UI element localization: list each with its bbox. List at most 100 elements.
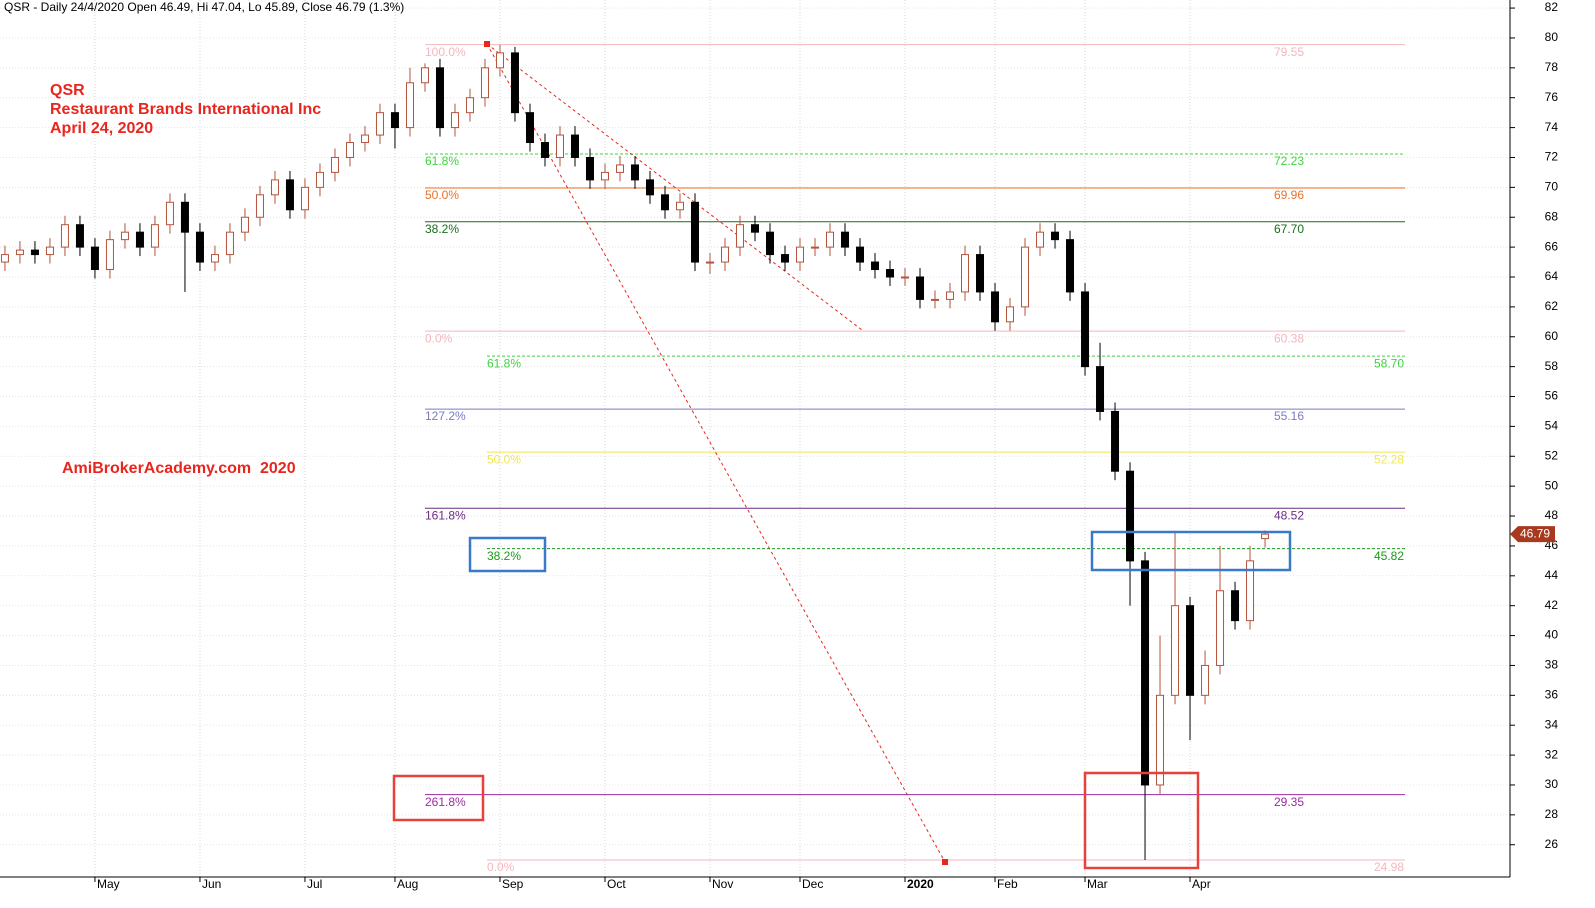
fib-label: 100.0% bbox=[425, 45, 466, 59]
fib-value: 72.23 bbox=[1274, 154, 1304, 168]
fib-label: 38.2% bbox=[425, 222, 459, 236]
fib-value: 67.70 bbox=[1274, 222, 1304, 236]
fib-value: 45.82 bbox=[1374, 549, 1404, 563]
y-tick-label: 56 bbox=[1545, 389, 1559, 403]
candle-body bbox=[991, 291, 1000, 323]
y-tick-label: 70 bbox=[1545, 180, 1559, 194]
candle-body bbox=[735, 224, 744, 248]
y-tick-label: 62 bbox=[1545, 299, 1559, 313]
y-tick-label: 64 bbox=[1545, 269, 1559, 283]
candle-body bbox=[570, 134, 579, 158]
candle-body bbox=[1096, 366, 1105, 412]
highlight-box bbox=[1083, 771, 1200, 870]
fib-value: 55.16 bbox=[1274, 409, 1304, 423]
fib-label: 127.2% bbox=[425, 409, 466, 423]
fib-value: 48.52 bbox=[1274, 508, 1304, 522]
y-tick-label: 52 bbox=[1545, 448, 1559, 462]
y-tick-label: 54 bbox=[1545, 419, 1559, 433]
y-tick-label: 44 bbox=[1545, 568, 1559, 582]
candle-body bbox=[675, 201, 684, 211]
highlight-box bbox=[468, 536, 547, 573]
y-tick-label: 78 bbox=[1545, 60, 1559, 74]
candle-body bbox=[781, 254, 790, 263]
annotation: Restaurant Brands International Inc bbox=[50, 101, 321, 118]
candle-body bbox=[150, 224, 159, 248]
annotation: April 24, 2020 bbox=[50, 120, 153, 137]
candle-body bbox=[1006, 306, 1015, 323]
candle-body bbox=[330, 156, 339, 173]
candle-body bbox=[886, 269, 895, 278]
fib-value: 79.55 bbox=[1274, 45, 1304, 59]
candle-body bbox=[705, 261, 714, 264]
candle-body bbox=[931, 298, 940, 301]
fib-value: 60.38 bbox=[1274, 331, 1304, 345]
x-tick-label: Sep bbox=[502, 877, 524, 891]
candle-body bbox=[135, 231, 144, 248]
x-tick-label: May bbox=[97, 877, 120, 891]
candle-body bbox=[1081, 291, 1090, 368]
fib-value: 69.96 bbox=[1274, 188, 1304, 202]
chart-title: QSR - Daily 24/4/2020 Open 46.49, Hi 47.… bbox=[4, 0, 404, 14]
candle-body bbox=[1021, 246, 1030, 308]
candle-body bbox=[480, 67, 489, 99]
candle-body bbox=[195, 231, 204, 263]
candle-body bbox=[1186, 605, 1195, 696]
candle-body bbox=[240, 216, 249, 233]
candle-body bbox=[105, 239, 114, 271]
y-tick-label: 60 bbox=[1545, 329, 1559, 343]
candle-body bbox=[450, 112, 459, 129]
candle-body bbox=[856, 246, 865, 263]
x-tick-label: Apr bbox=[1192, 877, 1211, 891]
x-tick-label: Jul bbox=[307, 877, 322, 891]
candle-body bbox=[901, 276, 910, 279]
fib-label: 61.8% bbox=[425, 154, 459, 168]
candle-body bbox=[645, 179, 654, 196]
y-tick-label: 26 bbox=[1545, 837, 1559, 851]
candle-body bbox=[751, 224, 759, 233]
annotation: AmiBrokerAcademy.com 2020 bbox=[62, 460, 296, 477]
y-tick-label: 32 bbox=[1545, 747, 1559, 761]
candle-body bbox=[826, 231, 835, 248]
fib-label: 161.8% bbox=[425, 508, 466, 522]
candle-body bbox=[1156, 694, 1165, 786]
y-tick-label: 28 bbox=[1545, 807, 1559, 821]
candle-body bbox=[720, 246, 729, 263]
y-tick-label: 76 bbox=[1545, 90, 1559, 104]
candle-body bbox=[285, 179, 294, 211]
fib-value: 29.35 bbox=[1274, 795, 1304, 809]
candle-body bbox=[390, 112, 399, 129]
y-tick-label: 48 bbox=[1545, 508, 1559, 522]
candle-body bbox=[360, 134, 369, 144]
x-tick-label: Oct bbox=[607, 877, 626, 891]
candle-body bbox=[270, 179, 279, 196]
y-tick-label: 30 bbox=[1545, 777, 1559, 791]
candle-body bbox=[300, 186, 309, 211]
candle-body bbox=[766, 231, 775, 256]
fib-label: 0.0% bbox=[425, 331, 453, 345]
y-tick-label: 82 bbox=[1545, 0, 1559, 14]
fib-label: 61.8% bbox=[487, 356, 521, 370]
fib-label: 50.0% bbox=[487, 452, 521, 466]
candle-body bbox=[1036, 231, 1045, 248]
trend-line bbox=[486, 43, 946, 863]
candle-body bbox=[1066, 239, 1075, 293]
candle-body bbox=[1261, 533, 1270, 540]
highlight-box bbox=[392, 774, 485, 822]
candle-body bbox=[495, 52, 504, 69]
candle-body bbox=[585, 156, 594, 181]
fib-label: 50.0% bbox=[425, 188, 459, 202]
candle-body bbox=[630, 164, 639, 181]
y-tick-label: 38 bbox=[1545, 658, 1559, 672]
candle-body bbox=[540, 142, 549, 158]
annotation: QSR bbox=[50, 82, 85, 99]
grid bbox=[0, 0, 1510, 877]
candle-body bbox=[375, 112, 384, 136]
x-tick-label: Aug bbox=[397, 877, 418, 891]
y-tick-label: 58 bbox=[1545, 359, 1559, 373]
price-tag bbox=[1510, 526, 1555, 543]
fib-label: 0.0% bbox=[487, 860, 515, 874]
candle-body bbox=[60, 224, 69, 248]
candle-body bbox=[615, 164, 624, 173]
anchor-point bbox=[942, 859, 948, 865]
candle-body bbox=[1126, 470, 1135, 562]
